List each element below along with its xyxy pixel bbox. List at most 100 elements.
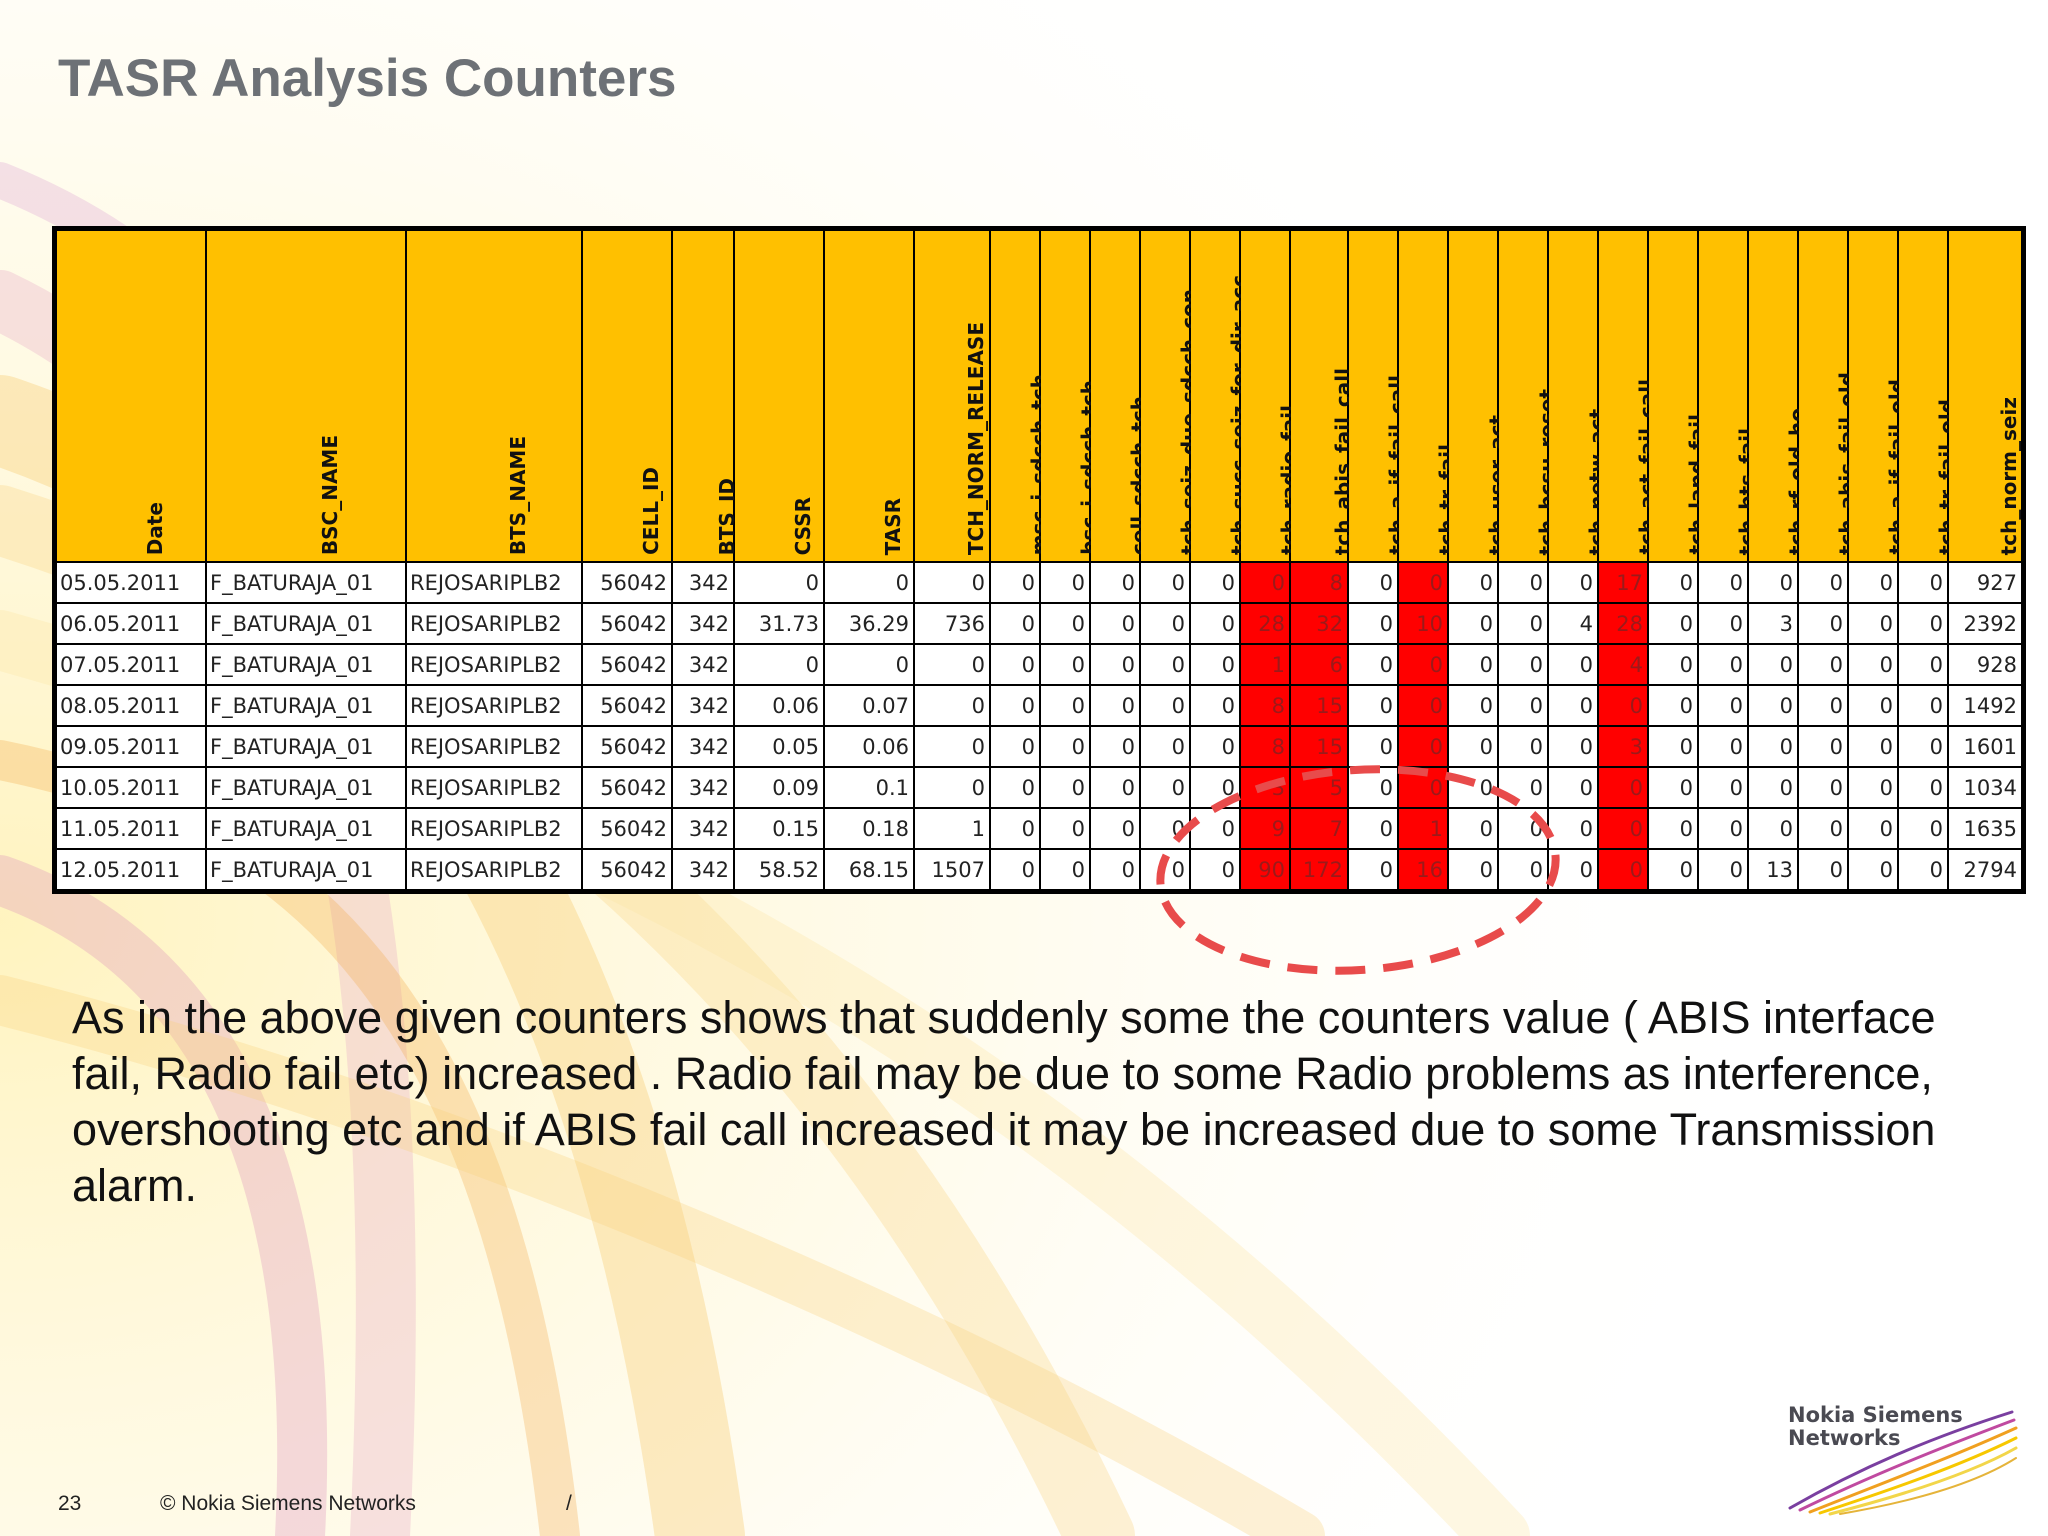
- table-cell: 0: [1897, 807, 1949, 850]
- table-cell: 0: [1039, 766, 1091, 809]
- table-cell: 0: [989, 807, 1041, 850]
- table-cell: 17: [1597, 561, 1649, 604]
- table-cell: 0: [1039, 643, 1091, 686]
- column-header: Date: [55, 229, 207, 563]
- table-cell: 342: [671, 848, 735, 891]
- table-cell: 1507: [913, 848, 991, 891]
- table-cell: 32: [1289, 602, 1349, 645]
- table-cell: 0: [1139, 684, 1191, 727]
- table-cell: 0.18: [823, 807, 915, 850]
- slide-title: TASR Analysis Counters: [58, 49, 677, 108]
- table-cell: 342: [671, 766, 735, 809]
- column-header: tch_seiz_due_sdcch_con: [1139, 229, 1201, 563]
- table-cell: 13: [1747, 848, 1799, 891]
- table-cell: 56042: [581, 602, 673, 645]
- table-cell: 0: [1347, 807, 1399, 850]
- table-cell: 0: [1497, 725, 1549, 768]
- table-cell: 1: [1239, 643, 1291, 686]
- table-cell: 0: [823, 643, 915, 686]
- page-number: 23: [58, 1492, 82, 1515]
- table-cell: 56042: [581, 807, 673, 850]
- table-cell: 0: [1039, 807, 1091, 850]
- table-cell: 342: [671, 807, 735, 850]
- column-header-label: TCH_NORM_RELEASE: [964, 321, 988, 555]
- column-header: tch_tr_fail: [1397, 229, 1459, 563]
- table-cell: REJOSARIPLB2: [405, 848, 583, 891]
- table-cell: 0: [1697, 766, 1749, 809]
- table-cell: 0: [1089, 602, 1141, 645]
- copyright-text: © Nokia Siemens Networks: [160, 1492, 416, 1515]
- column-header: tch_succ_seiz_for_dir_acc: [1189, 229, 1251, 563]
- table-cell: 90: [1239, 848, 1291, 891]
- table-cell: 0: [1347, 643, 1399, 686]
- column-header: msc_i_sdcch_tch: [989, 229, 1051, 563]
- table-cell: 0.15: [733, 807, 825, 850]
- table-cell: 0: [1647, 643, 1699, 686]
- table-cell: 0: [1597, 807, 1649, 850]
- table-cell: 36.29: [823, 602, 915, 645]
- table-cell: 56042: [581, 643, 673, 686]
- table-cell: 0.06: [823, 725, 915, 768]
- table-cell: 0: [1647, 602, 1699, 645]
- table-cell: 0: [1497, 848, 1549, 891]
- column-header: tch_a_if_fail_old: [1847, 229, 1909, 563]
- logo-line-2: Networks: [1788, 1426, 1901, 1450]
- column-header: tch_lapd_fail: [1647, 229, 1709, 563]
- table-header-row: Date BSC_NAME BTS_NAME CELL_ID BTS_ID CSSR TAS…: [55, 229, 2023, 563]
- table-cell: 0: [913, 684, 991, 727]
- table-cell: 0: [1089, 848, 1141, 891]
- table-cell: 0: [1647, 766, 1699, 809]
- table-cell: 56042: [581, 684, 673, 727]
- table-cell: 0: [1089, 684, 1141, 727]
- table-cell: 0: [1697, 725, 1749, 768]
- table-cell: 0.09: [733, 766, 825, 809]
- table-cell: 31.73: [733, 602, 825, 645]
- column-header-label: CELL_ID: [639, 467, 663, 555]
- table-cell: 15: [1289, 725, 1349, 768]
- table-cell: 0: [1797, 602, 1849, 645]
- table-cell: 0: [1797, 807, 1849, 850]
- column-header: tch_act_fail_call: [1597, 229, 1659, 563]
- table-cell: 342: [671, 684, 735, 727]
- table-cell: 4: [1597, 643, 1649, 686]
- logo-text: Nokia Siemens Networks: [1788, 1404, 1963, 1450]
- table-cell: 0: [1697, 848, 1749, 891]
- table-cell: 0: [1447, 561, 1499, 604]
- table-cell: 0: [1497, 643, 1549, 686]
- table-cell: 0: [1647, 807, 1699, 850]
- table-cell: 0: [733, 643, 825, 686]
- column-header: TASR: [823, 229, 915, 563]
- table-cell: REJOSARIPLB2: [405, 725, 583, 768]
- table-cell: 0: [1897, 684, 1949, 727]
- table-cell: 09.05.2011: [55, 725, 207, 768]
- column-header: tch_bcsu_reset: [1497, 229, 1559, 563]
- body-paragraph: As in the above given counters shows tha…: [72, 992, 1936, 1211]
- table-cell: 0: [1447, 848, 1499, 891]
- table-cell: 0: [1897, 602, 1949, 645]
- column-header: tch_tr_fail_old: [1897, 229, 1959, 563]
- table-cell: 342: [671, 602, 735, 645]
- table-cell: 1: [913, 807, 991, 850]
- table-cell: 0: [1747, 766, 1799, 809]
- table-cell: 927: [1947, 561, 2023, 604]
- table-cell: 0.06: [733, 684, 825, 727]
- table-cell: 0: [1139, 766, 1191, 809]
- table-cell: 0: [913, 725, 991, 768]
- table-cell: 0: [989, 602, 1041, 645]
- table-cell: 0: [989, 766, 1041, 809]
- table-cell: 2794: [1947, 848, 2023, 891]
- table-cell: 0: [1847, 848, 1899, 891]
- table-cell: 1034: [1947, 766, 2023, 809]
- table-cell: 2392: [1947, 602, 2023, 645]
- table-cell: 0: [1347, 725, 1399, 768]
- table-cell: 0: [1397, 561, 1449, 604]
- table-cell: 4: [1547, 602, 1599, 645]
- table-cell: 0: [1747, 643, 1799, 686]
- column-header: tch_rf_old_ho: [1747, 229, 1809, 563]
- table-cell: 08.05.2011: [55, 684, 207, 727]
- column-header: tch_radio_fail: [1239, 229, 1301, 563]
- table-cell: 0: [1189, 684, 1241, 727]
- table-row: 12.05.2011 F_BATURAJA_01 REJOSARIPLB2 56042…: [55, 848, 2023, 891]
- table-cell: 0: [1597, 684, 1649, 727]
- table-cell: REJOSARIPLB2: [405, 643, 583, 686]
